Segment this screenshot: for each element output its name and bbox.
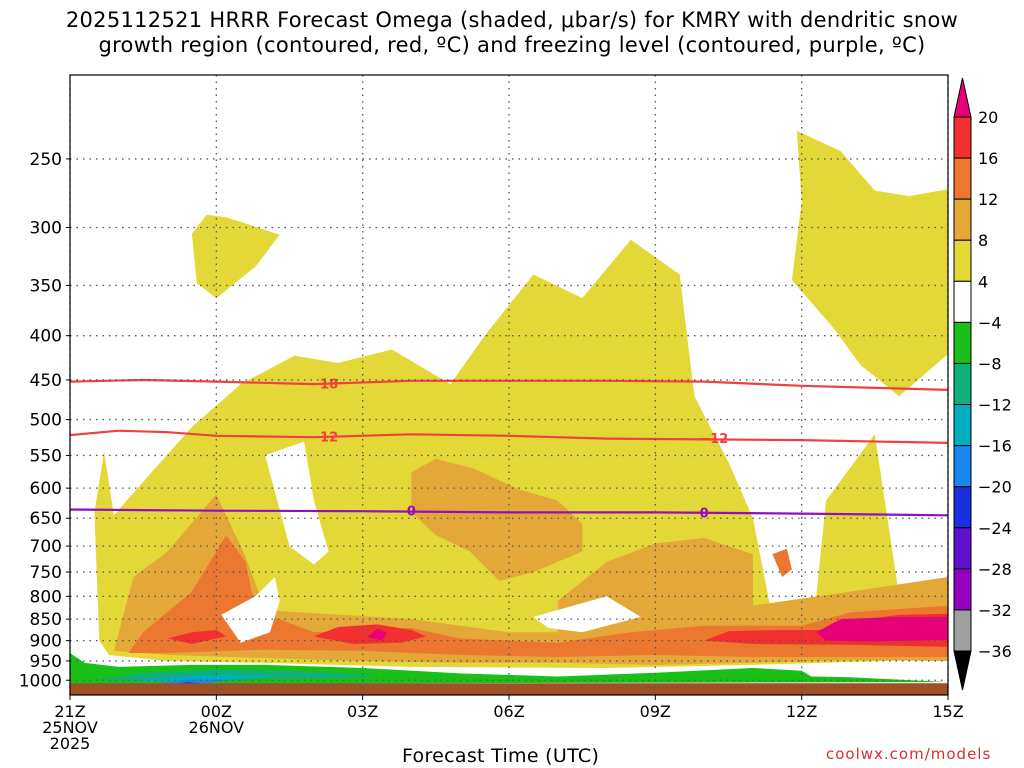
colorbar-box-9 [953,486,972,529]
omega-region-11 [816,616,948,642]
colorbar-top-triangle [953,77,972,118]
y-tick-label-300: 300 [30,218,62,238]
y-tick-label-600: 600 [30,479,62,499]
y-tick-label-650: 650 [30,509,62,529]
contour-label-3: 0 [407,505,416,520]
contour-label-2: −12 [699,432,728,447]
y-tick-label-750: 750 [30,563,62,583]
contour-label-0: −18 [309,377,338,392]
omega-region-13 [94,669,378,681]
omega-region-14 [128,674,275,683]
omega-region-6 [772,548,792,577]
colorbar-box-0 [953,116,972,159]
omega-region-8 [313,624,427,644]
colorbar-label-0: 20 [978,108,998,127]
shaded-field: −18 −12 −12 0 0 [70,130,948,695]
x-tick-label-4: 09Z [640,702,671,721]
x-tick-label-5: 12Z [786,702,817,721]
colorbar-label-11: −28 [978,560,1012,579]
colorbar-box-3 [953,239,972,282]
x-tick-label-0: 21Z 25NOV 2025 [42,702,98,753]
omega-region-10 [367,628,388,641]
colorbar-label-12: −32 [978,601,1012,620]
x-tick-label-6: 15Z [932,702,963,721]
chart-title: 2025112521 HRRR Forecast Omega (shaded, … [0,8,1024,58]
omega-region-5 [128,535,948,657]
y-tick-label-900: 900 [30,632,62,652]
colorbar-label-7: −12 [978,396,1012,415]
chart-title-line-1: 2025112521 HRRR Forecast Omega (shaded, … [65,8,959,32]
colorbar-box-4 [953,280,972,323]
y-tick-label-550: 550 [30,446,62,466]
surface-terrain [70,683,948,695]
y-tick-label-800: 800 [30,587,62,607]
omega-gap-1 [265,441,329,565]
y-tick-label-350: 350 [30,276,62,296]
y-tick-label-500: 500 [30,411,62,431]
y-tick-label-400: 400 [30,327,62,347]
dgz-contour-1 [70,429,948,444]
colorbar-box-5 [953,321,972,364]
colorbar-label-2: 12 [978,190,998,209]
colorbar-box-2 [953,198,972,241]
colorbar-box-1 [953,157,972,200]
colorbar-box-11 [953,568,972,611]
colorbar-box-10 [953,527,972,570]
omega-region-3 [113,494,948,665]
y-tick-label-450: 450 [30,371,62,391]
x-tick-label-3: 06Z [493,702,524,721]
x-axis-label: Forecast Time (UTC) [402,745,600,767]
colorbar-box-6 [953,362,972,406]
contour-label-4: 0 [700,506,709,521]
colorbar-label-8: −16 [978,437,1012,456]
colorbar-box-12 [953,609,972,652]
colorbar: 20 16 12 8 4 −4 −8 −12 −16 −20 −24 −28 −32 −36 [953,77,1012,691]
y-tick-label-950: 950 [30,652,62,672]
omega-region-4 [411,458,583,581]
y-tick-label-850: 850 [30,610,62,630]
omega-region-1 [791,130,948,397]
dgz-contour-0 [70,378,948,391]
colorbar-label-1: 16 [978,149,998,168]
colorbar-label-6: −8 [978,354,1002,373]
colorbar-label-9: −20 [978,478,1012,497]
colorbar-bottom-triangle [953,650,972,691]
y-tick-label-250: 250 [30,150,62,170]
omega-region-7 [167,630,227,644]
colorbar-box-8 [953,445,972,488]
omega-region-15 [157,679,231,684]
x-tick-label-2: 03Z [347,702,378,721]
credit-text: coolwx.com/models [826,745,992,763]
omega-gap-2 [533,596,641,633]
colorbar-label-13: −36 [978,642,1012,661]
y-tick-label-700: 700 [30,537,62,557]
x-tick-label-1: 00Z 26NOV [189,702,245,737]
plot-area: −18 −12 −12 0 0 250 300 350 400 450 500 550 600 650 70… [19,74,964,753]
contour-label-1: −12 [309,430,338,445]
omega-gap-0 [221,577,280,643]
chart-title-line-2: growth region (contoured, red, ºC) and f… [98,33,926,57]
colorbar-label-10: −24 [978,519,1012,538]
colorbar-box-7 [953,404,972,447]
colorbar-label-5: −4 [978,313,1002,332]
colorbar-label-3: 8 [978,231,988,250]
colorbar-label-4: 4 [978,272,988,291]
y-tick-label-1000: 1000 [19,671,62,691]
omega-region-2 [191,214,280,299]
